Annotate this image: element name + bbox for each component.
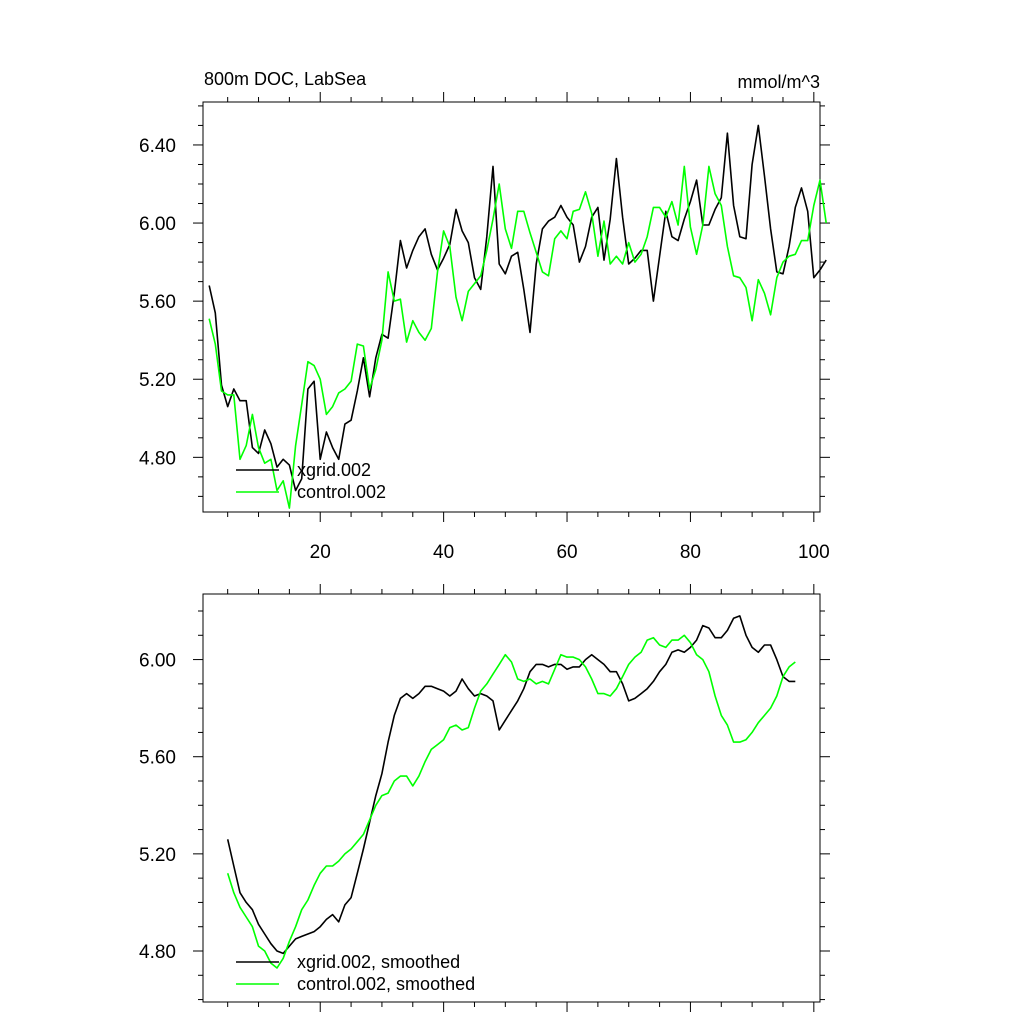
- x-tick-label: 20: [310, 542, 331, 563]
- legend-label: xgrid.002, smoothed: [297, 952, 460, 972]
- y-tick-label: 6.00: [139, 214, 176, 235]
- y-tick-label: 6.40: [139, 136, 176, 157]
- plot-frame: [202, 101, 821, 513]
- plot-frame: [202, 593, 821, 1003]
- y-tick-label: 5.20: [139, 370, 176, 391]
- top-panel: 20 40 60 80 100 4.80 5.20 5.60 6.00 6.40 800m DOC,…: [139, 69, 830, 563]
- units-label: mmol/m^3: [738, 72, 820, 92]
- series-line-control: [226, 634, 796, 969]
- y-tick-label: 5.60: [139, 292, 176, 313]
- y-tick-label: 4.80: [139, 448, 176, 469]
- x-tick-label: 60: [556, 542, 577, 563]
- y-tick-label: 5.60: [139, 748, 176, 769]
- y-tick-label: 6.00: [139, 651, 176, 672]
- bottom-panel: 4.80 5.20 5.60 6.00 xgrid.002, smoothedcontr…: [139, 584, 830, 1012]
- legend-label: xgrid.002: [297, 460, 371, 480]
- x-tick-label: 80: [680, 542, 701, 563]
- series-line-xgrid: [226, 615, 796, 955]
- series-line-xgrid: [208, 124, 827, 492]
- y-tick-label: 5.20: [139, 845, 176, 866]
- series-line-control: [208, 165, 827, 509]
- legend-label: control.002, smoothed: [297, 974, 475, 994]
- chart-title: 800m DOC, LabSea: [204, 69, 367, 89]
- x-tick-label: 40: [433, 542, 454, 563]
- legend-label: control.002: [297, 482, 386, 502]
- y-tick-label: 4.80: [139, 942, 176, 963]
- x-tick-label: 100: [798, 542, 830, 563]
